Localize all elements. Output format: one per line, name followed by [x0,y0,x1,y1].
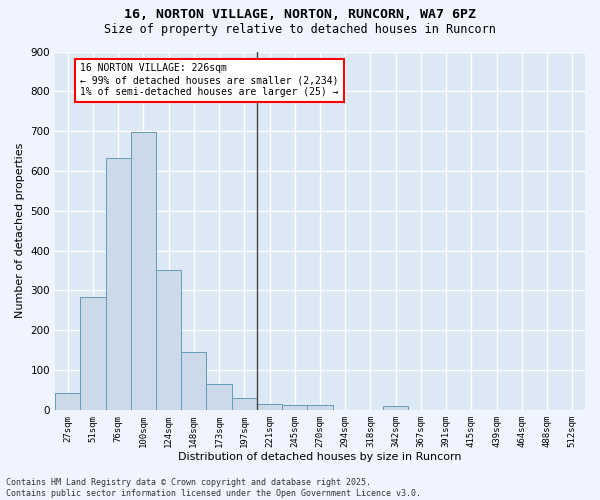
Bar [232,398,257,410]
Bar [257,404,282,410]
Bar [307,406,332,410]
Text: Contains HM Land Registry data © Crown copyright and database right 2025.
Contai: Contains HM Land Registry data © Crown c… [6,478,421,498]
Bar [131,132,156,410]
Bar [282,406,307,410]
Text: Size of property relative to detached houses in Runcorn: Size of property relative to detached ho… [104,22,496,36]
Bar [383,406,409,410]
X-axis label: Distribution of detached houses by size in Runcorn: Distribution of detached houses by size … [178,452,462,462]
Bar [55,393,80,410]
Bar [106,158,131,410]
Bar [80,297,106,410]
Y-axis label: Number of detached properties: Number of detached properties [15,143,25,318]
Bar [181,352,206,410]
Text: 16 NORTON VILLAGE: 226sqm
← 99% of detached houses are smaller (2,234)
1% of sem: 16 NORTON VILLAGE: 226sqm ← 99% of detac… [80,64,339,96]
Text: 16, NORTON VILLAGE, NORTON, RUNCORN, WA7 6PZ: 16, NORTON VILLAGE, NORTON, RUNCORN, WA7… [124,8,476,20]
Bar [156,270,181,410]
Bar [206,384,232,410]
